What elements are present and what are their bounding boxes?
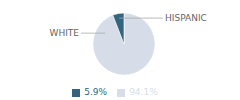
svg-text:WHITE: WHITE bbox=[49, 28, 79, 38]
html-text:5.9%: 5.9% bbox=[84, 87, 108, 97]
svg-text:HISPANIC: HISPANIC bbox=[165, 13, 207, 23]
html-text:94.1%: 94.1% bbox=[129, 87, 158, 97]
